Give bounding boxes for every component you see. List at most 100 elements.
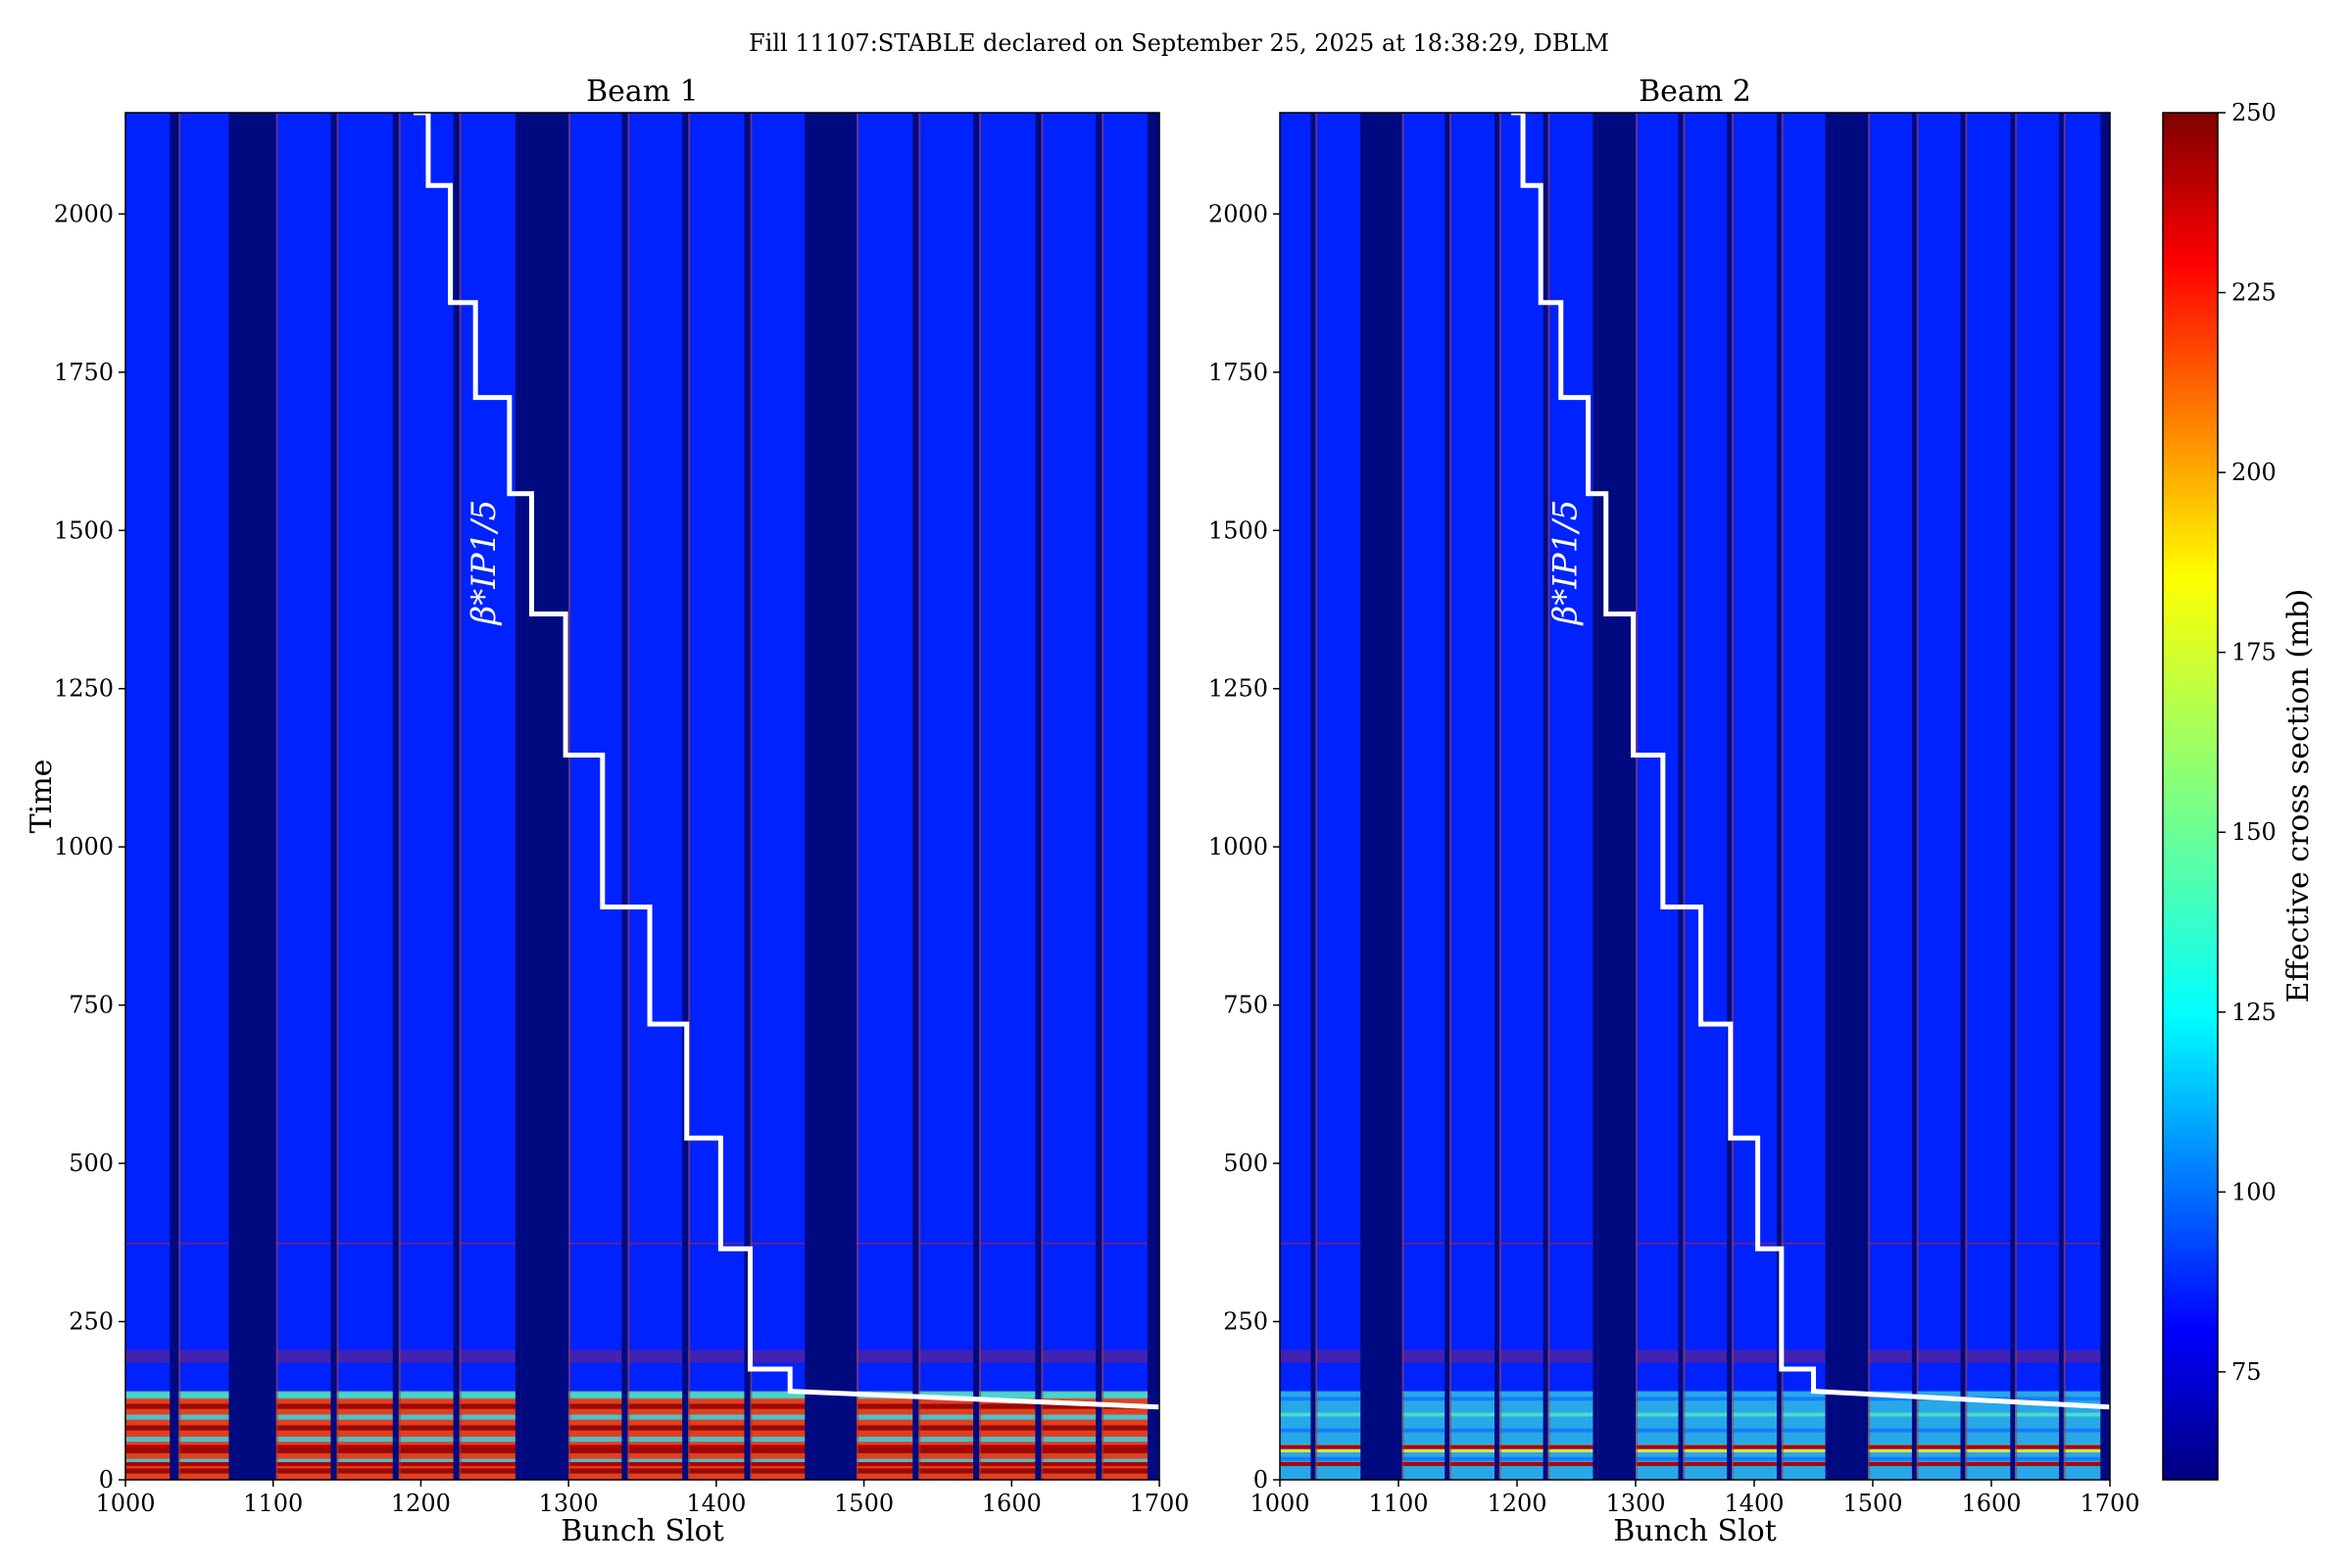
y-tick-label: 2000	[54, 200, 114, 227]
x-tick-label: 1000	[1250, 1490, 1309, 1517]
x-tick-label: 1200	[391, 1490, 451, 1517]
train-edge	[459, 113, 462, 1480]
x-axis-label: Bunch Slot	[561, 1514, 724, 1548]
train-gap	[973, 113, 980, 1480]
y-tick-label: 1000	[54, 833, 114, 860]
train-gap	[1592, 113, 1598, 1480]
train-gap	[1960, 113, 1966, 1480]
streak-line	[1280, 1461, 2110, 1466]
y-tick-label: 1500	[54, 516, 114, 544]
x-tick-label: 1400	[686, 1490, 746, 1517]
colorbar-tick-label: 250	[2231, 99, 2277, 126]
x-tick-label: 1500	[834, 1490, 894, 1517]
train-gap	[228, 113, 276, 1480]
figure-title: Fill 11107:STABLE declared on September …	[749, 29, 1609, 57]
train-gap	[1776, 113, 1782, 1480]
streak-band	[125, 1349, 1159, 1363]
heatmap-area	[1280, 113, 2110, 1480]
beta-star-annotation: β*IP1/5	[465, 500, 504, 627]
plot-frame	[1279, 112, 2111, 1481]
x-tick-label: 1700	[1129, 1490, 1189, 1517]
x-tick-label: 1500	[1842, 1490, 1902, 1517]
streak-line	[125, 1461, 1159, 1466]
y-tick-label: 250	[69, 1308, 114, 1336]
train-gap	[1825, 113, 1869, 1480]
low-time-row	[125, 1403, 1159, 1409]
colorbar-label: Effective cross section (mb)	[2281, 589, 2316, 1004]
train-gap	[1543, 113, 1548, 1480]
train-edge	[178, 113, 181, 1480]
streak-band	[1280, 1349, 2110, 1363]
train-edge	[1636, 113, 1638, 1480]
y-tick-label: 1750	[1208, 359, 1268, 386]
y-tick-label: 0	[99, 1466, 114, 1494]
x-axis-label: Bunch Slot	[1613, 1514, 1777, 1548]
y-tick-label: 500	[69, 1150, 114, 1177]
y-tick-label: 0	[1253, 1466, 1268, 1494]
train-gap	[2058, 113, 2064, 1480]
train-edge	[336, 113, 339, 1480]
train-edge	[1102, 113, 1104, 1480]
train-edge	[275, 113, 278, 1480]
x-tick-label: 1300	[1605, 1490, 1665, 1517]
low-time-row	[1280, 1456, 2110, 1461]
colorbar-tick-label: 175	[2231, 639, 2277, 666]
low-time-row	[125, 1447, 1159, 1453]
y-tick-label: 250	[1223, 1308, 1268, 1336]
train-gap	[1727, 113, 1733, 1480]
y-tick-label: 750	[1223, 992, 1268, 1019]
train-edge	[918, 113, 921, 1480]
low-time-row	[1280, 1428, 2110, 1433]
x-tick-label: 1400	[1724, 1490, 1784, 1517]
low-time-row	[1280, 1412, 2110, 1417]
streak-line	[125, 1242, 1159, 1245]
train-edge	[688, 113, 691, 1480]
low-time-edge	[125, 1391, 1159, 1399]
train-gap	[1494, 113, 1499, 1480]
train-edge	[1041, 113, 1044, 1480]
train-edge	[750, 113, 753, 1480]
streak-line	[1280, 1242, 2110, 1245]
colorbar-tick-label: 100	[2231, 1178, 2277, 1205]
train-edge	[2015, 113, 2018, 1480]
train-gap	[170, 113, 179, 1480]
panel-title: Beam 1	[586, 74, 699, 109]
x-tick-label: 1300	[539, 1490, 599, 1517]
plot-frame	[124, 112, 1160, 1481]
colorbar-tick-label: 225	[2231, 279, 2277, 307]
colorbar-gradient	[2163, 113, 2218, 1480]
train-gap	[330, 113, 337, 1480]
train-edge	[857, 113, 859, 1480]
train-edge	[1315, 113, 1318, 1480]
x-tick-label: 1100	[1368, 1490, 1428, 1517]
beta-star-annotation: β*IP1/5	[1546, 500, 1586, 627]
x-tick-label: 1200	[1487, 1490, 1546, 1517]
heatmap-background	[1280, 113, 2110, 1480]
colorbar-tick-label: 125	[2231, 999, 2277, 1026]
train-gap	[621, 113, 628, 1480]
y-tick-label: 500	[1223, 1150, 1268, 1177]
low-time-row	[125, 1437, 1159, 1443]
train-gap	[520, 113, 569, 1480]
y-tick-label: 1250	[1208, 675, 1268, 703]
colorbar-tick-label: 75	[2231, 1358, 2262, 1386]
x-tick-label: 1600	[982, 1490, 1042, 1517]
train-edge	[1781, 113, 1784, 1480]
train-edge	[568, 113, 571, 1480]
x-tick-label: 1000	[95, 1490, 155, 1517]
panel-beam-2: β*IP1/5 Beam 2 1000 1100 1200 1300 1400 1500 160…	[1208, 74, 2140, 1548]
train-edge	[1965, 113, 1968, 1480]
train-gap	[1360, 113, 1402, 1480]
panel-title: Beam 2	[1639, 74, 1751, 109]
low-time-row	[125, 1425, 1159, 1431]
panel-beam-1: β*IP1/5 Beam 1 1000 1100 1200 1300 1400 1500 160…	[24, 74, 1190, 1548]
y-tick-label: 1500	[1208, 516, 1268, 544]
train-edge	[1498, 113, 1501, 1480]
low-time-row	[1280, 1449, 2110, 1452]
train-gap	[1096, 113, 1102, 1480]
beta-star-step-line	[1510, 113, 2110, 1410]
train-gap	[1678, 113, 1684, 1480]
train-edge	[1449, 113, 1452, 1480]
train-gap	[1310, 113, 1316, 1480]
heatmap-background	[125, 113, 1159, 1480]
